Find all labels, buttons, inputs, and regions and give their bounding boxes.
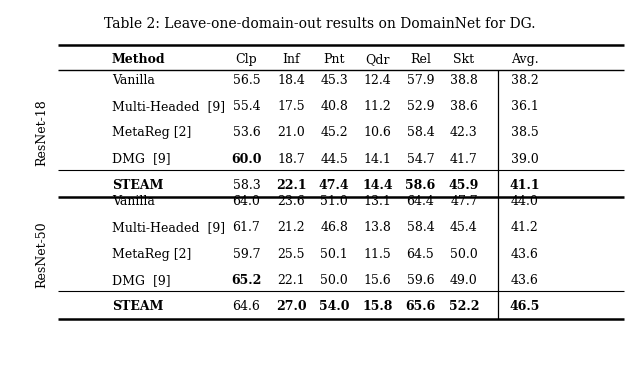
Text: 51.0: 51.0 <box>320 195 348 208</box>
Text: 49.0: 49.0 <box>450 274 478 287</box>
Text: 54.7: 54.7 <box>406 152 435 166</box>
Text: 41.1: 41.1 <box>509 179 540 192</box>
Text: 46.5: 46.5 <box>509 300 540 313</box>
Text: Inf: Inf <box>282 53 300 67</box>
Text: Clp: Clp <box>236 53 257 67</box>
Text: 56.5: 56.5 <box>232 74 260 87</box>
Text: 17.5: 17.5 <box>277 100 305 113</box>
Text: 53.6: 53.6 <box>232 126 260 139</box>
Text: Rel: Rel <box>410 53 431 67</box>
Text: 59.6: 59.6 <box>406 274 435 287</box>
Text: 43.6: 43.6 <box>511 274 539 287</box>
Text: Skt: Skt <box>453 53 475 67</box>
Text: 38.6: 38.6 <box>450 100 478 113</box>
Text: Pnt: Pnt <box>323 53 345 67</box>
Text: 47.7: 47.7 <box>450 195 478 208</box>
Text: 23.6: 23.6 <box>277 195 305 208</box>
Text: 45.3: 45.3 <box>320 74 348 87</box>
Text: 22.1: 22.1 <box>277 274 305 287</box>
Text: 64.5: 64.5 <box>406 248 435 261</box>
Text: 18.4: 18.4 <box>277 74 305 87</box>
Text: 55.4: 55.4 <box>232 100 260 113</box>
Text: 59.7: 59.7 <box>233 248 260 261</box>
Text: 61.7: 61.7 <box>232 221 260 235</box>
Text: 38.5: 38.5 <box>511 126 539 139</box>
Text: 57.9: 57.9 <box>407 74 434 87</box>
Text: 44.0: 44.0 <box>511 195 539 208</box>
Text: 65.2: 65.2 <box>231 274 262 287</box>
Text: Avg.: Avg. <box>511 53 539 67</box>
Text: 12.4: 12.4 <box>364 74 392 87</box>
Text: 44.5: 44.5 <box>320 152 348 166</box>
Text: 21.2: 21.2 <box>277 221 305 235</box>
Text: 54.0: 54.0 <box>319 300 349 313</box>
Text: 39.0: 39.0 <box>511 152 539 166</box>
Text: 10.6: 10.6 <box>364 126 392 139</box>
Text: 40.8: 40.8 <box>320 100 348 113</box>
Text: Qdr: Qdr <box>365 53 390 67</box>
Text: MetaReg [2]: MetaReg [2] <box>112 126 191 139</box>
Text: 18.7: 18.7 <box>277 152 305 166</box>
Text: MetaReg [2]: MetaReg [2] <box>112 248 191 261</box>
Text: 45.9: 45.9 <box>449 179 479 192</box>
Text: ResNet-18: ResNet-18 <box>35 99 48 166</box>
Text: 50.1: 50.1 <box>320 248 348 261</box>
Text: Multi-Headed  [9]: Multi-Headed [9] <box>112 100 225 113</box>
Text: 46.8: 46.8 <box>320 221 348 235</box>
Text: 50.0: 50.0 <box>320 274 348 287</box>
Text: Table 2: Leave-one-domain-out results on DomainNet for DG.: Table 2: Leave-one-domain-out results on… <box>104 17 536 31</box>
Text: 64.0: 64.0 <box>232 195 260 208</box>
Text: 64.4: 64.4 <box>406 195 435 208</box>
Text: Vanilla: Vanilla <box>112 74 155 87</box>
Text: 36.1: 36.1 <box>511 100 539 113</box>
Text: 27.0: 27.0 <box>276 300 307 313</box>
Text: 25.5: 25.5 <box>278 248 305 261</box>
Text: 58.4: 58.4 <box>406 126 435 139</box>
Text: 14.4: 14.4 <box>362 179 393 192</box>
Text: 11.2: 11.2 <box>364 100 392 113</box>
Text: Vanilla: Vanilla <box>112 195 155 208</box>
Text: 52.9: 52.9 <box>407 100 434 113</box>
Text: 50.0: 50.0 <box>450 248 478 261</box>
Text: STEAM: STEAM <box>112 300 163 313</box>
Text: 11.5: 11.5 <box>364 248 392 261</box>
Text: 64.6: 64.6 <box>232 300 260 313</box>
Text: DMG  [9]: DMG [9] <box>112 152 171 166</box>
Text: Method: Method <box>112 53 166 67</box>
Text: 42.3: 42.3 <box>450 126 478 139</box>
Text: 58.3: 58.3 <box>232 179 260 192</box>
Text: DMG  [9]: DMG [9] <box>112 274 171 287</box>
Text: 45.2: 45.2 <box>320 126 348 139</box>
Text: 41.7: 41.7 <box>450 152 478 166</box>
Text: ResNet-50: ResNet-50 <box>35 221 48 288</box>
Text: 45.4: 45.4 <box>450 221 478 235</box>
Text: 13.8: 13.8 <box>364 221 392 235</box>
Text: STEAM: STEAM <box>112 179 163 192</box>
Text: 15.8: 15.8 <box>362 300 393 313</box>
Text: 21.0: 21.0 <box>277 126 305 139</box>
Text: 38.8: 38.8 <box>450 74 478 87</box>
Text: 58.6: 58.6 <box>405 179 436 192</box>
Text: 52.2: 52.2 <box>449 300 479 313</box>
Text: 14.1: 14.1 <box>364 152 392 166</box>
Text: 47.4: 47.4 <box>319 179 349 192</box>
Text: 58.4: 58.4 <box>406 221 435 235</box>
Text: 65.6: 65.6 <box>405 300 436 313</box>
Text: 43.6: 43.6 <box>511 248 539 261</box>
Text: 60.0: 60.0 <box>231 152 262 166</box>
Text: 15.6: 15.6 <box>364 274 392 287</box>
Text: 13.1: 13.1 <box>364 195 392 208</box>
Text: Multi-Headed  [9]: Multi-Headed [9] <box>112 221 225 235</box>
Text: 41.2: 41.2 <box>511 221 539 235</box>
Text: 22.1: 22.1 <box>276 179 307 192</box>
Text: 38.2: 38.2 <box>511 74 539 87</box>
